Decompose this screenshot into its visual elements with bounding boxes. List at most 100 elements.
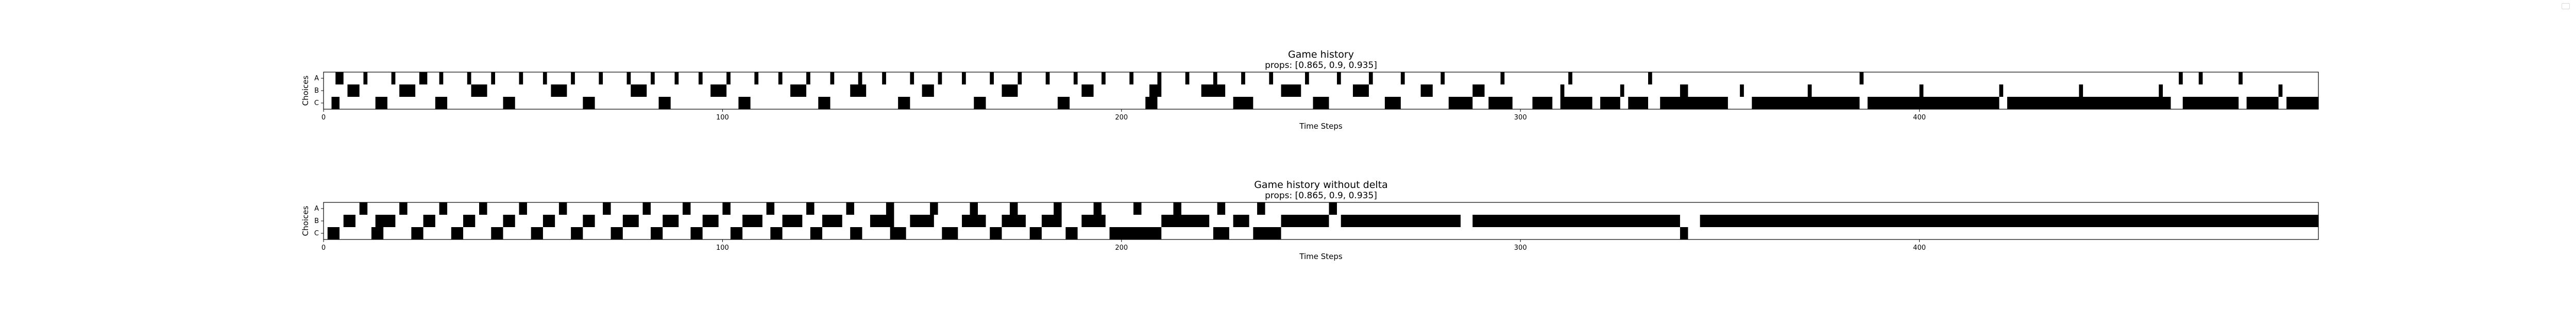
x-tick-label: 100 <box>716 114 729 122</box>
cell-B <box>1002 215 1026 227</box>
cell-A <box>1336 72 1341 84</box>
cell-A <box>519 202 527 215</box>
cell-C <box>818 97 831 109</box>
cell-A <box>419 72 428 84</box>
cell-C <box>730 227 743 239</box>
cell-B <box>1233 215 1249 227</box>
cell-C <box>2246 97 2279 109</box>
cell-A <box>806 202 815 215</box>
cell-C <box>810 227 822 239</box>
chart-title: Game history <box>1288 49 1354 60</box>
cell-A <box>726 72 731 84</box>
cell-C <box>375 97 387 109</box>
cell-C <box>1532 97 1553 109</box>
cell-A <box>1157 72 1162 84</box>
cell-B <box>1041 215 1062 227</box>
cell-A <box>626 72 631 84</box>
cell-A <box>603 202 611 215</box>
cell-C <box>1448 97 1473 109</box>
cell-A <box>1101 72 1106 84</box>
x-axis-label: Time Steps <box>1299 122 1343 131</box>
cell-B <box>910 215 934 227</box>
cell-A <box>1018 72 1022 84</box>
cell-B <box>1620 84 1624 97</box>
cell-A <box>571 72 575 84</box>
cell-A <box>754 72 759 84</box>
cell-C <box>531 227 543 239</box>
cell-C <box>503 97 515 109</box>
cell-B <box>822 215 842 227</box>
cell-A <box>938 72 942 84</box>
cell-A <box>1093 202 1102 215</box>
cell-B <box>2278 84 2283 97</box>
cell-B <box>1420 84 1433 97</box>
cell-C <box>974 97 986 109</box>
cell-A <box>599 72 603 84</box>
cell-B <box>583 215 595 227</box>
cell-A <box>1329 202 1337 215</box>
cell-C <box>1233 97 1253 109</box>
cell-C <box>583 97 595 109</box>
cell-B <box>1201 84 1226 97</box>
cell-A <box>962 72 966 84</box>
cell-A <box>1133 202 1142 215</box>
cell-C <box>770 227 783 239</box>
cell-C <box>327 227 340 239</box>
cell-B <box>503 215 515 227</box>
cell-B <box>710 84 727 97</box>
cell-A <box>1257 202 1265 215</box>
cell-C <box>898 97 910 109</box>
cell-C <box>491 227 503 239</box>
cell-B <box>1740 84 1744 97</box>
cell-C <box>435 97 448 109</box>
cell-C <box>1488 97 1513 109</box>
x-tick-label: 0 <box>321 114 326 122</box>
cell-C <box>451 227 464 239</box>
cell-C <box>850 227 862 239</box>
cell-B <box>850 84 867 97</box>
cell-A <box>558 202 567 215</box>
cell-C <box>371 227 384 239</box>
cell-B <box>1919 84 1924 97</box>
cell-A <box>1440 72 1445 84</box>
cell-A <box>1269 72 1274 84</box>
cell-A <box>886 202 894 215</box>
cell-B <box>870 215 894 227</box>
cell-B <box>622 215 639 227</box>
cell-A <box>1400 72 1405 84</box>
cell-B <box>399 84 416 97</box>
plot-frame <box>323 202 2319 240</box>
cell-C <box>1213 227 1229 239</box>
y-axis-label: Choices <box>301 76 310 106</box>
y-tick-label: C <box>314 230 319 237</box>
cell-A <box>1213 72 1217 84</box>
x-axis-label: Time Steps <box>1299 252 1343 261</box>
cell-B <box>347 84 360 97</box>
cell-A <box>1073 72 1078 84</box>
cell-A <box>543 72 547 84</box>
cell-A <box>1368 72 1373 84</box>
cell-A <box>399 202 408 215</box>
cell-C <box>1109 227 1162 239</box>
y-tick-label: B <box>314 217 319 225</box>
cell-A <box>439 202 448 215</box>
y-tick-label: C <box>314 99 319 107</box>
cell-C <box>1560 97 1592 109</box>
cell-C <box>1253 227 1281 239</box>
cell-B <box>1161 215 1210 227</box>
cell-C <box>611 227 623 239</box>
cell-C <box>690 227 703 239</box>
cell-A <box>1173 202 1181 215</box>
cell-B <box>782 215 803 227</box>
cell-B <box>663 215 679 227</box>
y-tick-label: A <box>314 75 319 82</box>
cell-A <box>1500 72 1505 84</box>
cell-A <box>1185 72 1190 84</box>
cell-C <box>942 227 958 239</box>
cell-C <box>1057 97 1070 109</box>
cell-A <box>479 202 487 215</box>
cell-C <box>651 227 663 239</box>
window-corner-control[interactable] <box>2562 3 2570 9</box>
